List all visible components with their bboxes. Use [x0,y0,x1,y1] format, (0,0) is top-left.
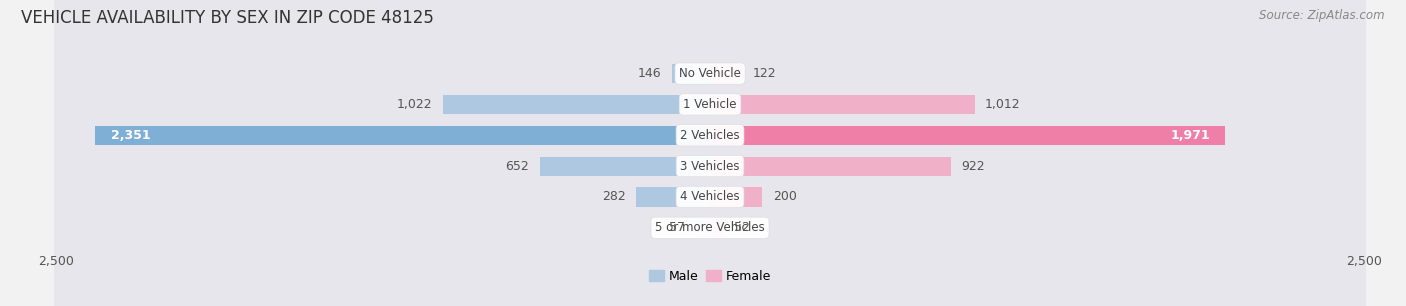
FancyBboxPatch shape [55,0,1365,306]
Bar [672,64,710,83]
Text: Source: ZipAtlas.com: Source: ZipAtlas.com [1260,9,1385,22]
FancyBboxPatch shape [55,0,1365,306]
Bar [637,187,710,207]
Text: 3 Vehicles: 3 Vehicles [681,160,740,173]
Bar [710,157,950,176]
Legend: Male, Female: Male, Female [644,265,776,288]
Text: 200: 200 [773,190,797,203]
Text: 4 Vehicles: 4 Vehicles [681,190,740,203]
FancyBboxPatch shape [55,0,1365,306]
Bar [710,218,724,237]
Bar [710,95,974,114]
Text: 122: 122 [752,67,776,80]
Text: No Vehicle: No Vehicle [679,67,741,80]
Bar [695,218,710,237]
FancyBboxPatch shape [55,0,1365,306]
Text: 5 or more Vehicles: 5 or more Vehicles [655,221,765,234]
Text: 922: 922 [962,160,986,173]
Text: 146: 146 [638,67,661,80]
Text: 652: 652 [505,160,529,173]
Bar [96,126,710,145]
FancyBboxPatch shape [55,0,1365,306]
Text: 57: 57 [669,221,685,234]
FancyBboxPatch shape [55,0,1365,306]
Text: 52: 52 [734,221,749,234]
Text: 1 Vehicle: 1 Vehicle [683,98,737,111]
Bar [443,95,710,114]
Bar [540,157,710,176]
Text: 1,022: 1,022 [396,98,432,111]
Bar [710,187,762,207]
Text: 1,012: 1,012 [986,98,1021,111]
Bar [710,64,742,83]
Text: 282: 282 [602,190,626,203]
Text: 1,971: 1,971 [1170,129,1209,142]
Text: 2,351: 2,351 [111,129,150,142]
Text: VEHICLE AVAILABILITY BY SEX IN ZIP CODE 48125: VEHICLE AVAILABILITY BY SEX IN ZIP CODE … [21,9,434,27]
Bar [710,126,1226,145]
Text: 2 Vehicles: 2 Vehicles [681,129,740,142]
